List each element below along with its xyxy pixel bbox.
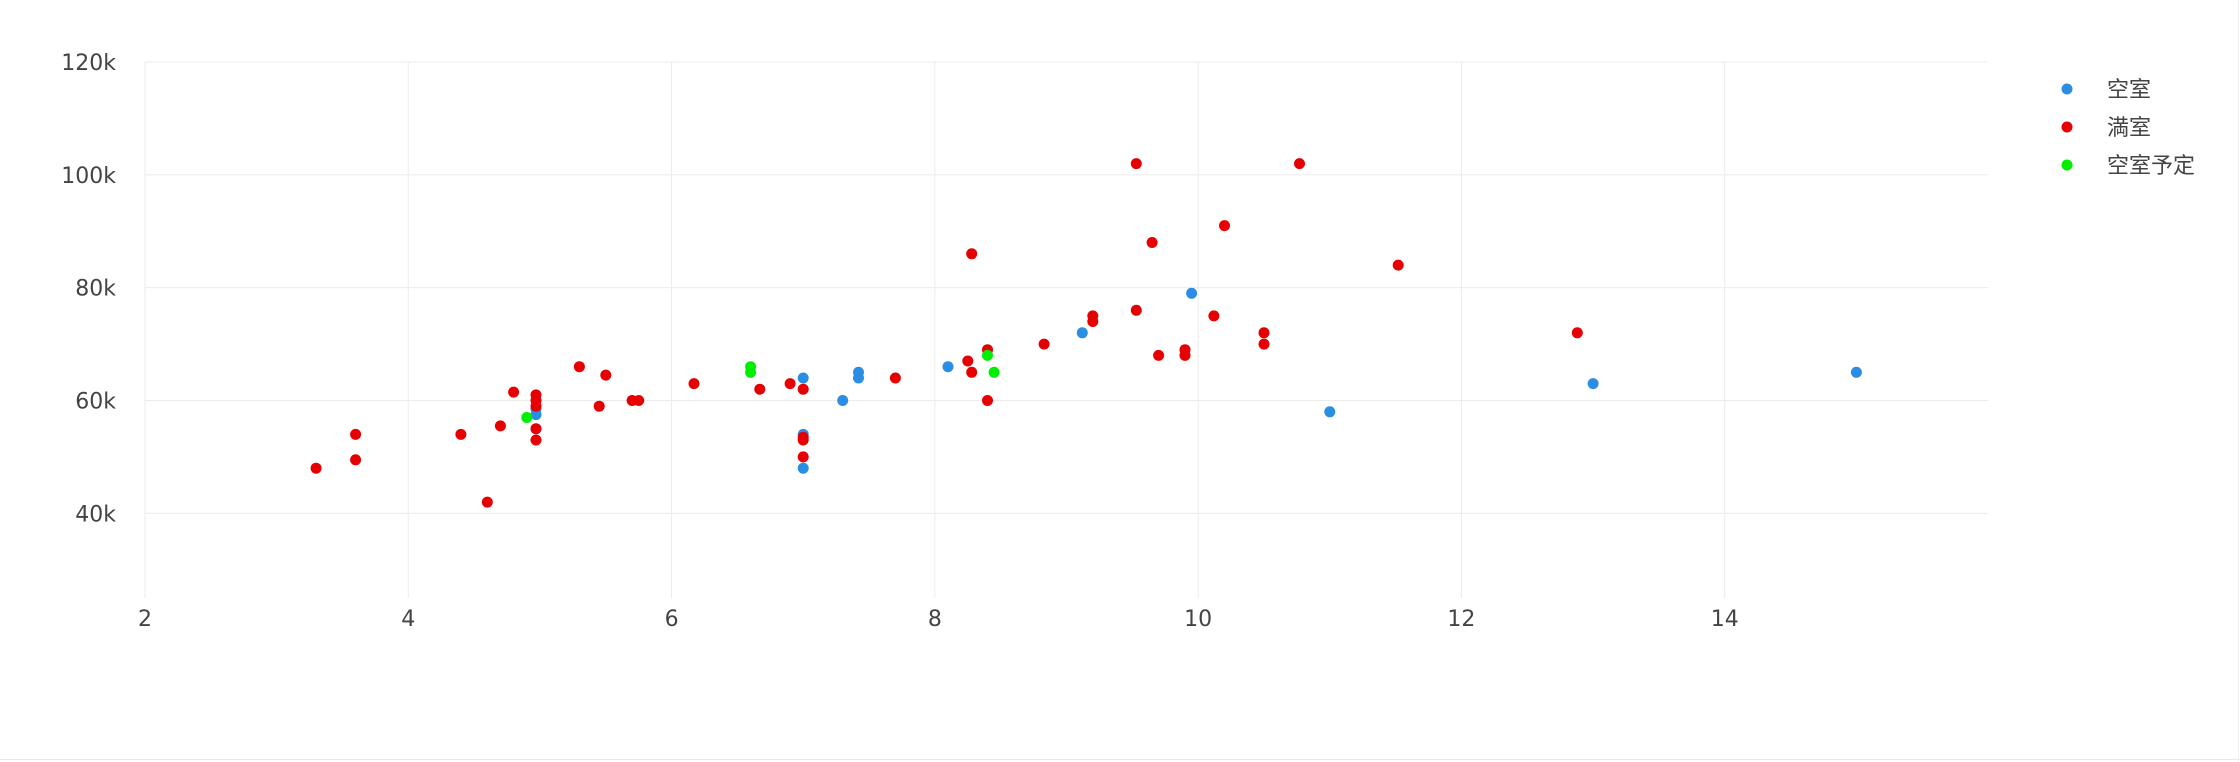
data-point-series-2 xyxy=(1208,310,1220,322)
y-tick-label: 120k xyxy=(61,51,116,76)
legend-item-1[interactable]: 空室 xyxy=(2061,78,2152,103)
data-point-series-2 xyxy=(350,454,362,466)
data-point-series-2 xyxy=(1130,304,1142,316)
y-tick-label: 40k xyxy=(75,502,116,527)
y-tick-label: 80k xyxy=(75,277,116,302)
data-point-series-1 xyxy=(1850,366,1862,378)
data-point-series-3 xyxy=(745,366,757,378)
data-point-series-2 xyxy=(966,248,978,260)
data-point-series-2 xyxy=(481,496,493,508)
data-point-series-1 xyxy=(853,366,864,378)
data-point-series-2 xyxy=(1294,158,1305,170)
x-tick-label: 6 xyxy=(665,607,679,632)
data-point-series-1 xyxy=(797,372,809,384)
data-point-series-2 xyxy=(797,451,809,463)
data-point-series-2 xyxy=(633,395,645,406)
frame-right-border xyxy=(2238,0,2239,762)
x-tick-label: 14 xyxy=(1711,607,1739,632)
data-point-series-2 xyxy=(797,434,809,446)
data-point-series-2 xyxy=(889,372,901,384)
data-point-series-2 xyxy=(600,369,612,381)
data-point-series-2 xyxy=(1153,349,1165,361)
legend-marker xyxy=(2061,121,2073,133)
data-point-series-3 xyxy=(988,366,1000,378)
data-point-series-2 xyxy=(593,400,605,412)
gridlines xyxy=(144,61,1988,598)
x-tick-label: 2 xyxy=(138,607,152,632)
data-point-series-2 xyxy=(1038,338,1050,350)
data-point-series-1 xyxy=(837,395,849,406)
data-point-series-2 xyxy=(966,366,978,378)
data-point-series-2 xyxy=(1179,349,1191,361)
data-point-series-2 xyxy=(1087,316,1099,327)
data-point-series-2 xyxy=(1130,158,1142,170)
data-point-series-2 xyxy=(688,378,700,390)
frame-bottom-border xyxy=(0,759,2240,760)
data-point-series-1 xyxy=(1587,378,1599,390)
x-tick-label: 8 xyxy=(928,607,942,632)
legend-label: 満室 xyxy=(2107,116,2151,141)
data-point-series-2 xyxy=(982,395,993,406)
y-tick-label: 60k xyxy=(75,390,116,415)
data-point-series-2 xyxy=(797,383,809,395)
data-point-series-1 xyxy=(797,462,809,474)
data-point-series-2 xyxy=(754,383,766,395)
legend-label: 空室予定 xyxy=(2107,154,2195,179)
data-point-series-3 xyxy=(982,349,993,361)
data-point-series-2 xyxy=(784,378,796,390)
data-point-series-2 xyxy=(455,428,467,440)
legend-item-3[interactable]: 空室予定 xyxy=(2061,154,2196,179)
data-point-series-2 xyxy=(530,423,542,435)
x-tick-label: 4 xyxy=(401,607,415,632)
data-point-series-2 xyxy=(530,434,542,446)
data-point-series-2 xyxy=(310,462,322,474)
y-tick-label: 100k xyxy=(61,164,116,189)
data-point-series-3 xyxy=(521,412,533,423)
data-point-series-2 xyxy=(1258,338,1270,350)
data-point-series-2 xyxy=(530,400,542,412)
legend-label: 空室 xyxy=(2107,78,2151,103)
legend-marker xyxy=(2061,83,2073,95)
data-points xyxy=(310,158,1862,508)
data-point-series-2 xyxy=(1392,259,1404,271)
data-point-series-2 xyxy=(1571,327,1583,339)
data-point-series-2 xyxy=(1146,237,1158,248)
data-point-series-1 xyxy=(1324,406,1336,418)
data-point-series-2 xyxy=(1219,220,1230,232)
axis-labels: 2 4 6 8 10 12 14 40k 60k 80k 100k 120k xyxy=(61,51,1738,632)
x-tick-label: 12 xyxy=(1447,607,1475,632)
data-point-series-2 xyxy=(962,355,974,367)
data-point-series-1 xyxy=(1186,287,1198,299)
data-point-series-1 xyxy=(942,361,954,373)
legend-marker xyxy=(2061,159,2073,171)
data-point-series-1 xyxy=(1076,327,1088,339)
data-point-series-2 xyxy=(573,361,585,373)
data-point-series-2 xyxy=(1258,327,1270,339)
data-point-series-2 xyxy=(350,428,362,440)
legend-item-2[interactable]: 満室 xyxy=(2061,116,2152,141)
x-tick-label: 10 xyxy=(1184,607,1212,632)
data-point-series-2 xyxy=(508,386,520,398)
data-point-series-2 xyxy=(494,420,506,432)
